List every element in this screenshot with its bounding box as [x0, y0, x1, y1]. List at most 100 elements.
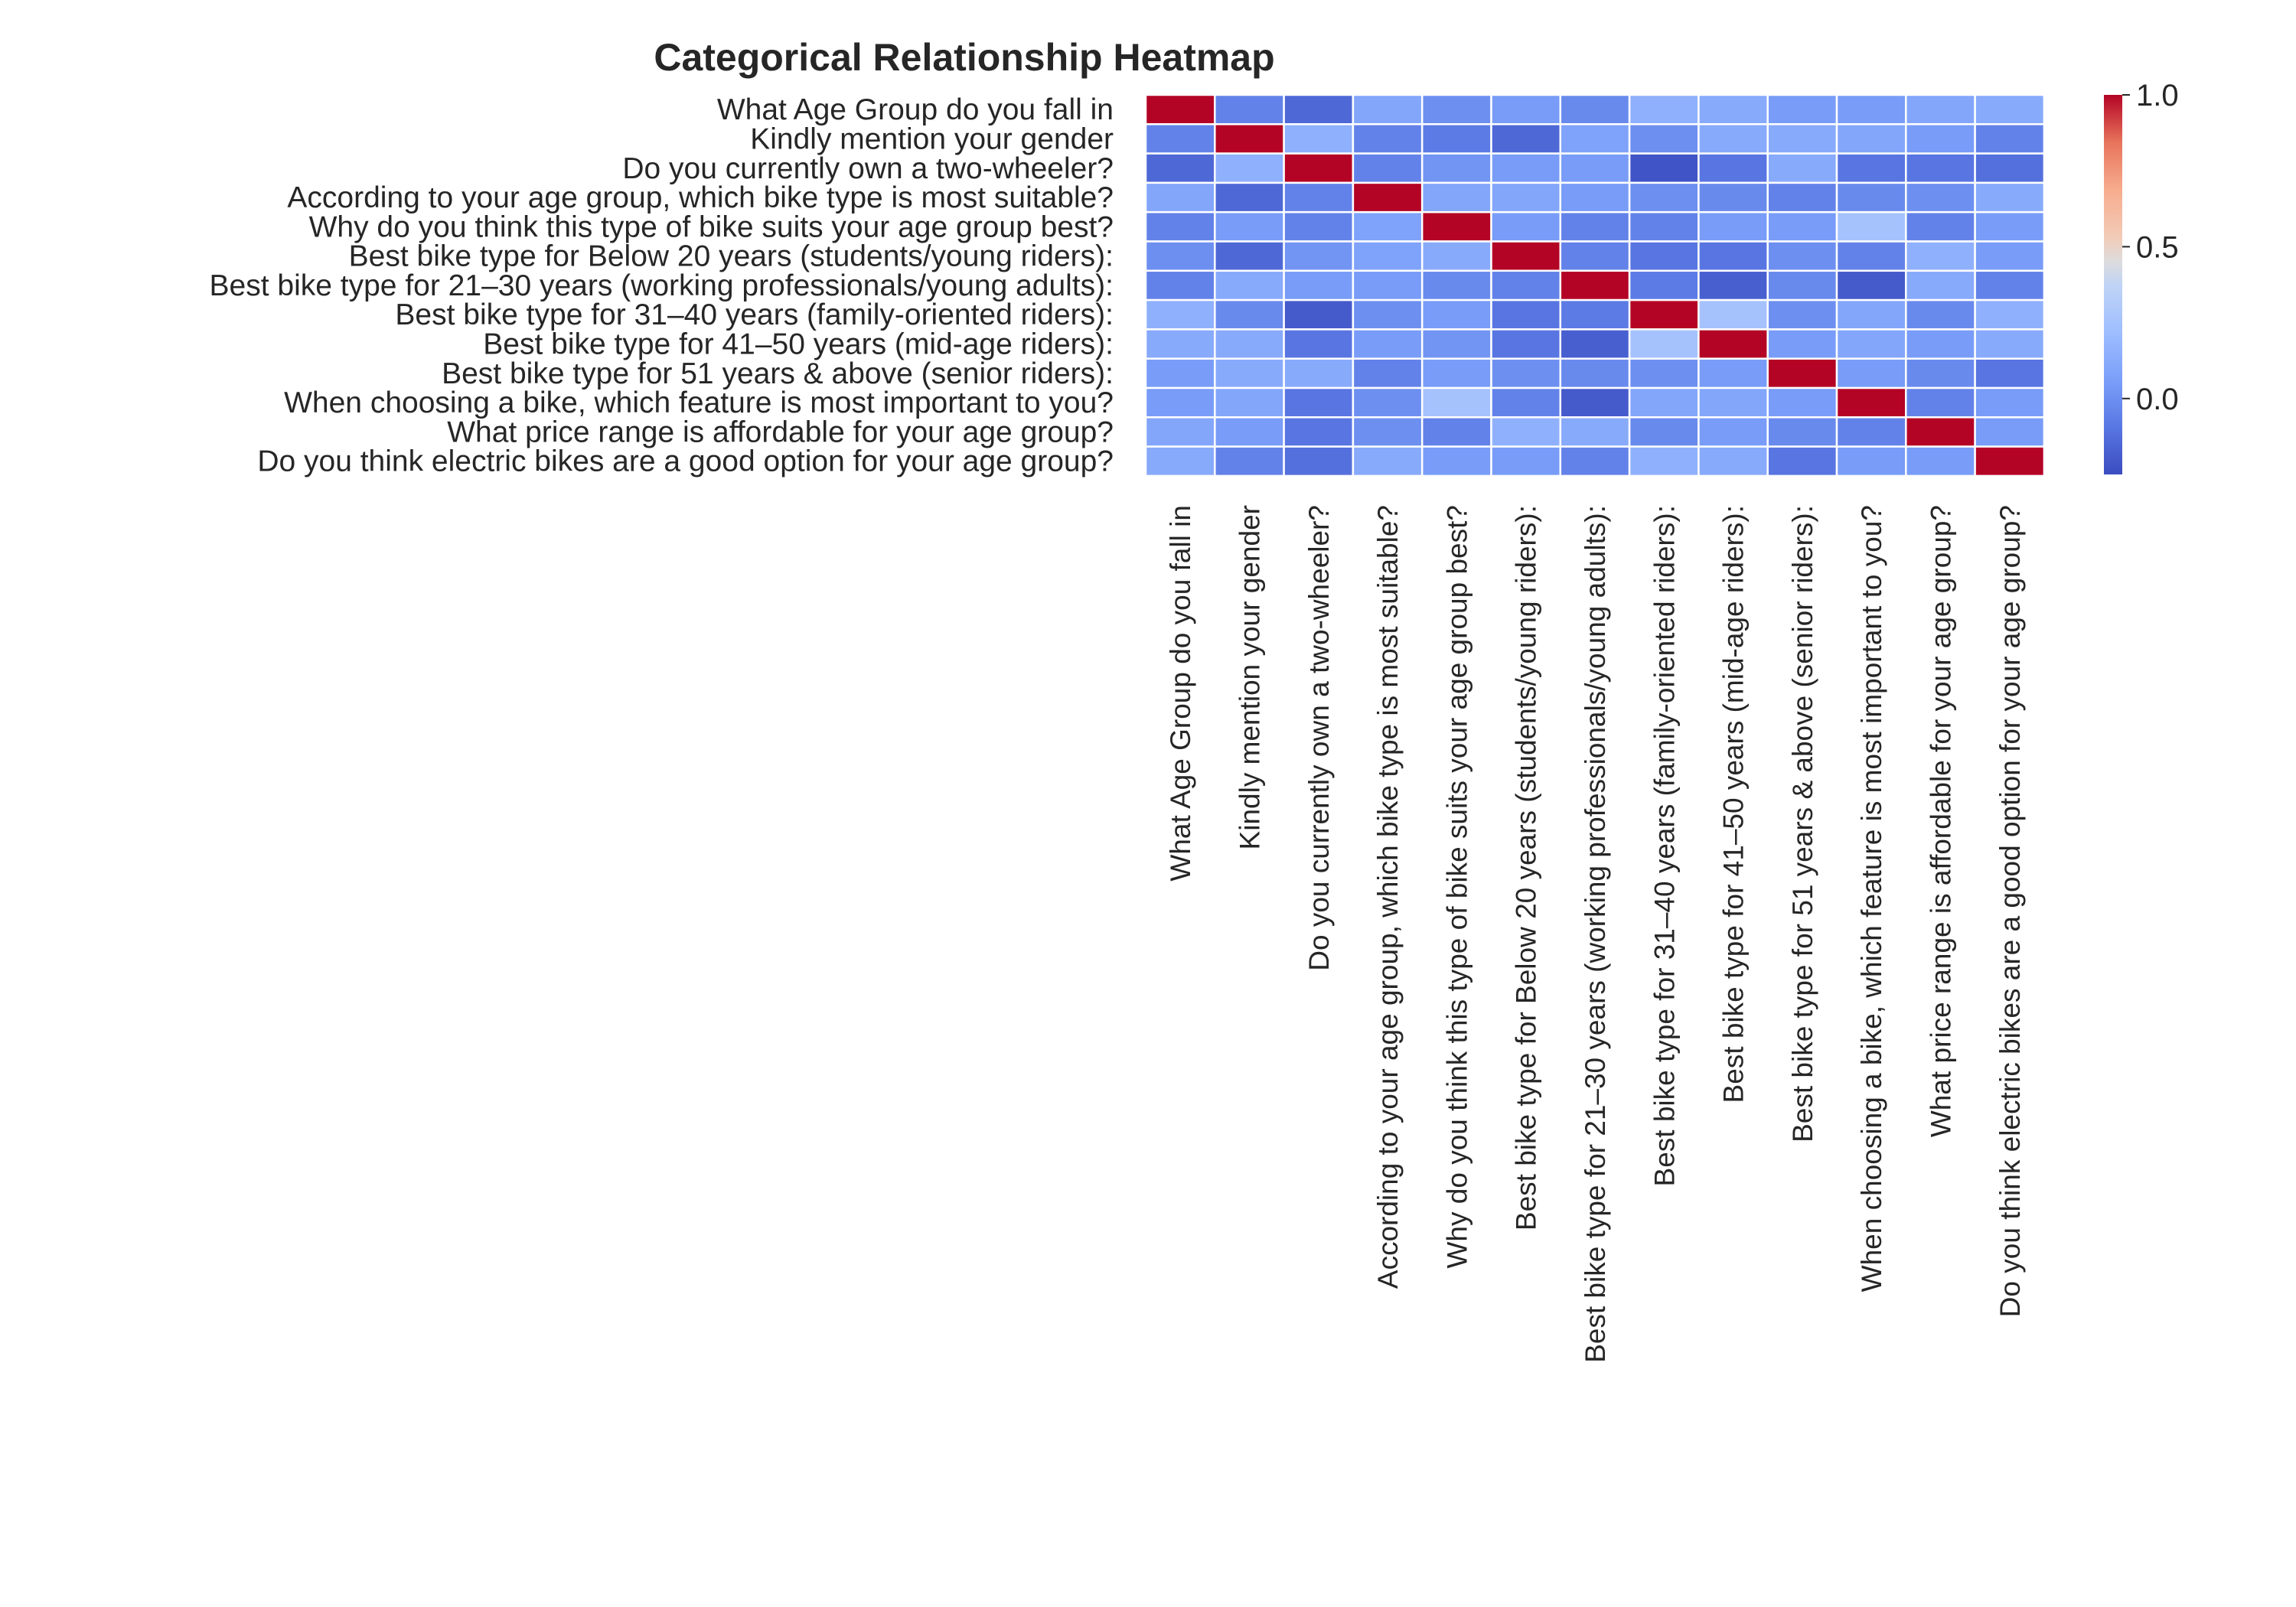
heatmap-cell [1420, 298, 1492, 331]
heatmap-cell [1766, 210, 1838, 243]
heatmap-cell [1974, 210, 2046, 243]
heatmap-cell [1905, 445, 1976, 478]
colorbar-tick-label: 1.0 [2136, 79, 2179, 112]
heatmap-cell [1835, 181, 1907, 214]
heatmap-cell [1420, 123, 1492, 155]
heatmap-cell [1420, 152, 1492, 184]
heatmap-cell [1214, 123, 1285, 155]
heatmap-cell [1283, 123, 1355, 155]
heatmap-cell [1698, 240, 1769, 272]
heatmap-cell [1352, 328, 1424, 360]
heatmap-cell [1352, 210, 1424, 243]
heatmap-cell [1352, 240, 1424, 272]
column-label: When choosing a bike, which feature is m… [1856, 505, 1887, 1292]
heatmap-cell [1559, 210, 1631, 243]
heatmap-cell [1974, 240, 2046, 272]
heatmap-cell [1283, 328, 1355, 360]
heatmap-cell [1490, 152, 1562, 184]
row-label: Kindly mention your gender [750, 123, 1114, 156]
heatmap-cell [1905, 386, 1976, 419]
heatmap-cell [1835, 445, 1907, 478]
row-label: Do you think electric bikes are a good o… [257, 445, 1114, 478]
heatmap-cell [1974, 181, 2046, 214]
heatmap-cell [1559, 386, 1631, 419]
heatmap-cell [1144, 152, 1216, 184]
heatmap-cell [1283, 152, 1355, 184]
heatmap-cell [1698, 357, 1769, 390]
heatmap-cell [1283, 269, 1355, 302]
heatmap-cell [1628, 416, 1700, 448]
column-label: Kindly mention your gender [1234, 505, 1266, 849]
heatmap-cell [1352, 152, 1424, 184]
heatmap-cell [1766, 445, 1838, 478]
heatmap-cell [1420, 210, 1492, 243]
heatmap-cell [1628, 210, 1700, 243]
heatmap-cell [1835, 93, 1907, 125]
heatmap-cell [1144, 93, 1216, 125]
heatmap-cell [1214, 445, 1285, 478]
heatmap-cell [1559, 416, 1631, 448]
row-label: Best bike type for 51 years & above (sen… [442, 357, 1114, 390]
column-label: Best bike type for 41–50 years (mid-age … [1718, 505, 1750, 1103]
heatmap-cell [1905, 298, 1976, 331]
heatmap-cell [1628, 298, 1700, 331]
heatmap-cell [1974, 123, 2046, 155]
heatmap-cell [1420, 181, 1492, 214]
heatmap-cell [1214, 240, 1285, 272]
column-labels: What Age Group do you fall in Kindly ment… [1165, 505, 2026, 1363]
heatmap-cell [1905, 152, 1976, 184]
colorbar: 1.0 0.5 0.0 [2104, 79, 2179, 474]
colorbar-tick-label: 0.5 [2136, 230, 2179, 264]
heatmap-cell [1420, 328, 1492, 360]
row-label: Do you currently own a two-wheeler? [622, 152, 1114, 185]
row-label: Best bike type for Below 20 years (stude… [349, 240, 1114, 273]
column-label: Best bike type for 51 years & above (sen… [1787, 505, 1818, 1143]
heatmap-cell [1766, 416, 1838, 448]
heatmap-cell [1974, 357, 2046, 390]
heatmap-cell [1144, 386, 1216, 419]
heatmap-cell [1214, 152, 1285, 184]
heatmap-cell [1905, 416, 1976, 448]
heatmap-cell [1214, 210, 1285, 243]
heatmap-cell [1283, 93, 1355, 125]
heatmap-cell [1283, 416, 1355, 448]
heatmap-cell [1698, 181, 1769, 214]
heatmap-cell [1214, 93, 1285, 125]
heatmap-cell [1628, 386, 1700, 419]
heatmap-cell [1283, 181, 1355, 214]
heatmap-cell [1905, 93, 1976, 125]
heatmap-cell [1490, 416, 1562, 448]
heatmap-cell [1698, 386, 1769, 419]
heatmap-cell [1628, 181, 1700, 214]
heatmap-cell [1766, 357, 1838, 390]
heatmap-cell [1698, 210, 1769, 243]
heatmap-cell [1214, 269, 1285, 302]
heatmap-cell [1144, 445, 1216, 478]
heatmap-cell [1283, 298, 1355, 331]
heatmap-cell [1766, 123, 1838, 155]
heatmap-cell [1352, 416, 1424, 448]
heatmap-cell [1835, 298, 1907, 331]
heatmap-cell [1766, 181, 1838, 214]
heatmap-cell [1144, 416, 1216, 448]
row-label: Best bike type for 31–40 years (family-o… [395, 298, 1114, 331]
heatmap-cell [1144, 269, 1216, 302]
heatmap-cell [1974, 152, 2046, 184]
column-label: Best bike type for 21–30 years (working … [1580, 505, 1611, 1363]
row-label: Why do you think this type of bike suits… [309, 210, 1114, 243]
heatmap-cell [1420, 416, 1492, 448]
heatmap-cell [1698, 93, 1769, 125]
heatmap-cell [1144, 298, 1216, 331]
heatmap-cell [1214, 298, 1285, 331]
heatmap-cell [1283, 386, 1355, 419]
heatmap-cell [1352, 298, 1424, 331]
heatmap-cell [1420, 357, 1492, 390]
heatmap-cell [1352, 269, 1424, 302]
heatmap-cell [1628, 240, 1700, 272]
heatmap-cell [1628, 152, 1700, 184]
heatmap-cell [1283, 357, 1355, 390]
heatmap-cell [1905, 181, 1976, 214]
heatmap-cells [1144, 93, 2046, 478]
heatmap-cell [1698, 269, 1769, 302]
